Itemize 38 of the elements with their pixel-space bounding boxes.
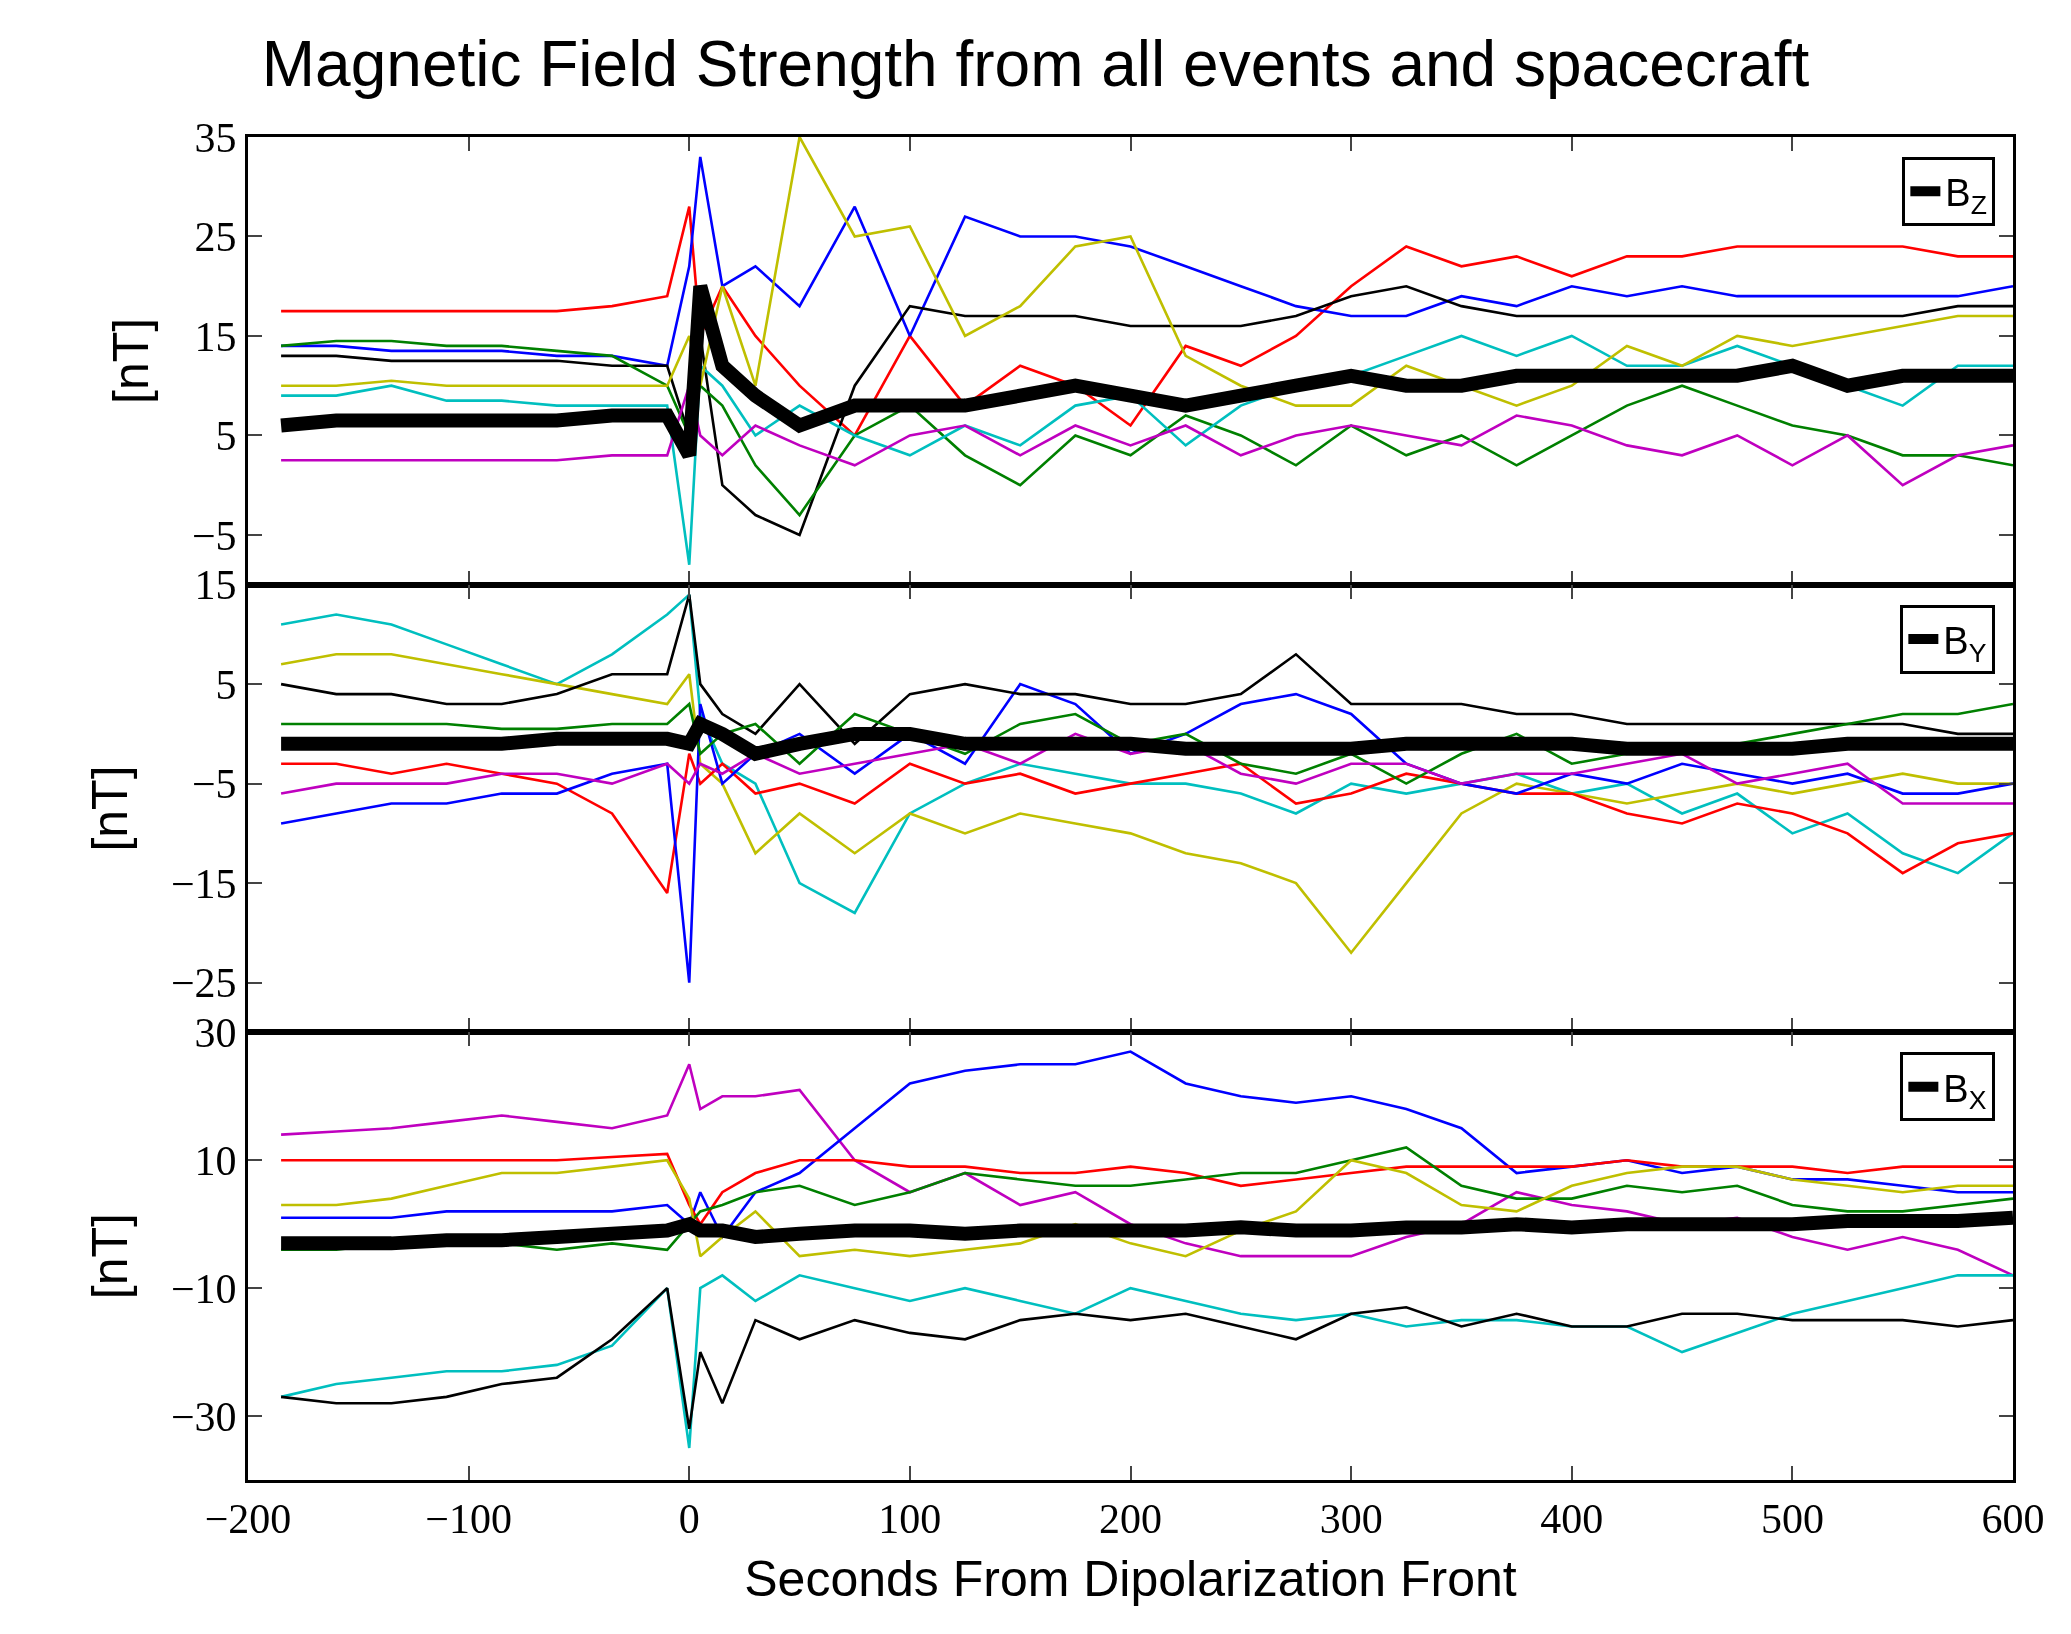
y-tick-label: 35 (194, 114, 237, 161)
x-tick-label: 500 (1760, 1496, 1824, 1543)
x-tick-label: 300 (1319, 1496, 1383, 1543)
y-tick-label: −15 (170, 860, 237, 907)
x-tick-label: −200 (204, 1496, 292, 1543)
legend-label: B$_{Y}$ (1943, 619, 1987, 668)
x-tick-label: 100 (878, 1496, 942, 1543)
line-series (279, 1158, 2013, 1258)
chart-title: Magnetic Field Strength from all events and spacecraft (261, 27, 1810, 100)
line-series (279, 752, 2013, 895)
y-tick-label: −10 (170, 1265, 237, 1312)
y-tick-label: 10 (194, 1137, 237, 1184)
y-axis-title: [nT] (81, 765, 138, 852)
y-tick-label: −30 (170, 1393, 237, 1440)
y-tick-label: −5 (191, 512, 237, 559)
y-tick-label: 5 (215, 661, 237, 708)
y-axis-title: [nT] (102, 317, 159, 404)
x-tick-label: 0 (678, 1496, 700, 1543)
line-series (279, 137, 2013, 407)
y-axis-title: [nT] (81, 1213, 138, 1300)
y-tick-label: 15 (194, 313, 237, 360)
y-tick-label: 30 (194, 1010, 237, 1057)
line-series (279, 1286, 2013, 1431)
x-tick-label: 600 (1981, 1496, 2045, 1543)
legend-label: B$_{X}$ (1943, 1067, 1987, 1116)
x-tick-label: 200 (1099, 1496, 1162, 1543)
y-tick-label: 25 (194, 214, 237, 261)
legend-label: B$_{Z}$ (1945, 172, 1987, 221)
x-axis-title: Seconds From Dipolarization Front (744, 1550, 1517, 1607)
line-series (279, 1152, 2013, 1226)
y-tick-label: −5 (191, 761, 237, 808)
x-tick-label: −100 (425, 1496, 512, 1543)
line-series (279, 284, 2013, 537)
y-tick-label: 5 (215, 413, 237, 460)
x-tick-label: 400 (1540, 1496, 1604, 1543)
line-series (279, 339, 2013, 517)
y-tick-label: 15 (194, 562, 237, 609)
y-tick-label: −25 (170, 960, 237, 1007)
